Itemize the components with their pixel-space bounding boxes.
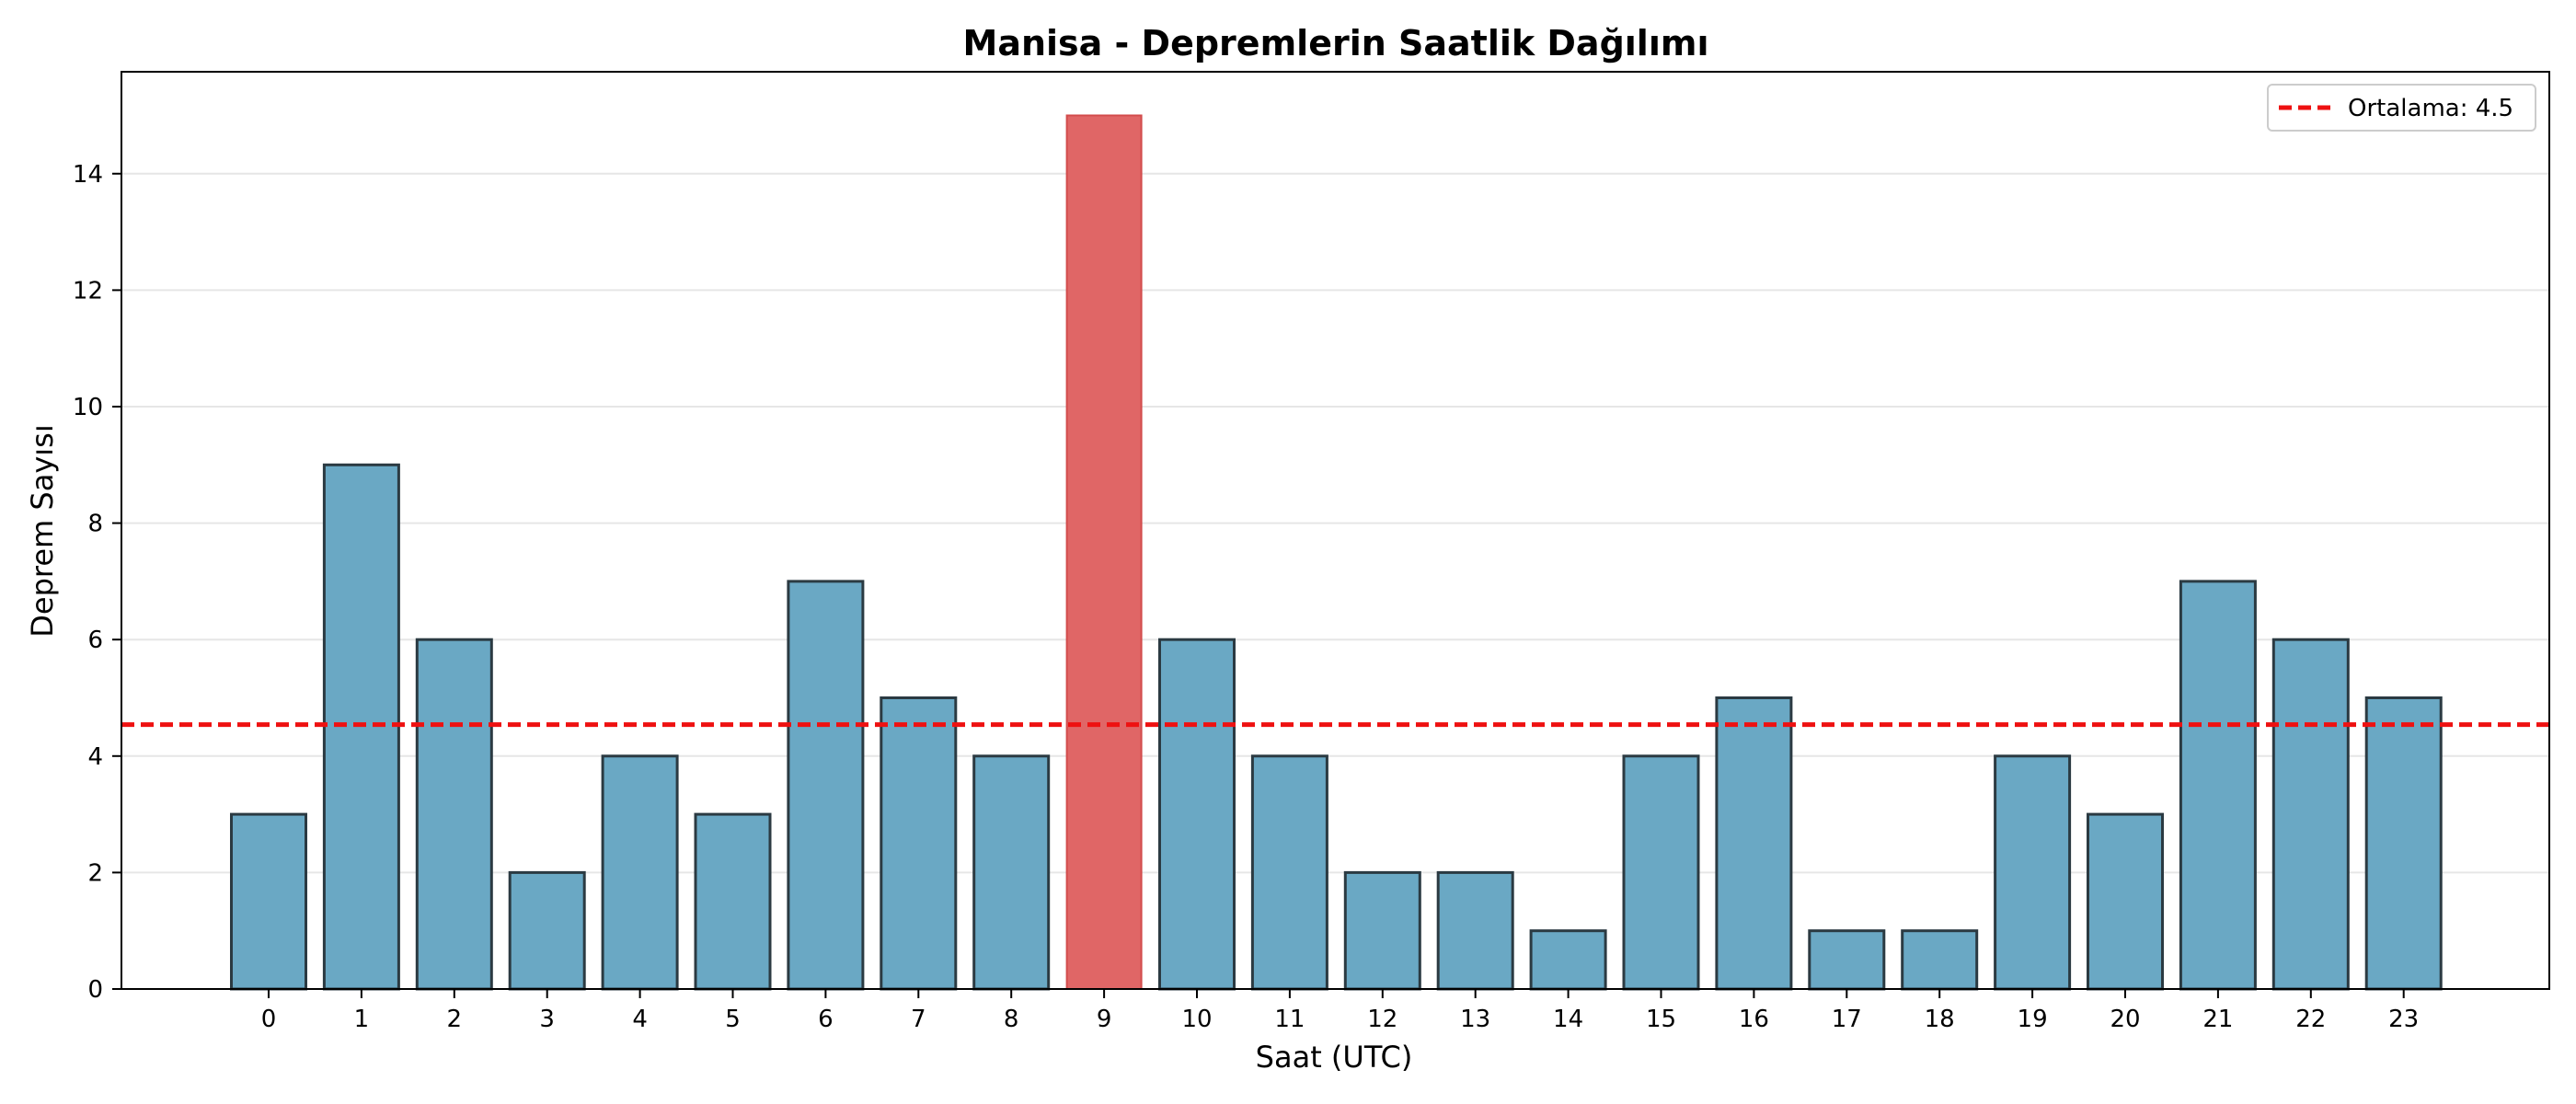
y-axis-ticks: 0 2 4 6 8 10 12 14 bbox=[73, 161, 121, 1004]
bar-13 bbox=[1436, 870, 1514, 991]
bar-23 bbox=[2364, 696, 2443, 991]
x-tick-label: 11 bbox=[1274, 1006, 1305, 1033]
plot-frame bbox=[121, 71, 2550, 990]
y-tick-label: 6 bbox=[87, 627, 103, 654]
bar-4 bbox=[601, 754, 679, 991]
x-tick-label: 5 bbox=[725, 1006, 741, 1033]
chart-title: Manisa - Depremlerin Saatlik Dağılımı bbox=[963, 23, 1709, 63]
x-tick-label: 2 bbox=[447, 1006, 463, 1033]
legend-mean-label: Ortalama: 4.5 bbox=[2348, 95, 2513, 122]
bar-8 bbox=[972, 754, 1051, 991]
bar-10 bbox=[1158, 638, 1236, 991]
x-tick-label: 21 bbox=[2202, 1006, 2233, 1033]
bar-14 bbox=[1529, 929, 1607, 991]
x-tick-label: 20 bbox=[2110, 1006, 2140, 1033]
x-axis-label: Saat (UTC) bbox=[1256, 1040, 1413, 1075]
bar-17 bbox=[1808, 929, 1886, 991]
bar-19 bbox=[1994, 754, 2072, 991]
y-tick-label: 10 bbox=[73, 394, 103, 421]
y-tick-label: 8 bbox=[87, 511, 103, 538]
y-tick-label: 14 bbox=[73, 161, 103, 189]
bar-16 bbox=[1715, 696, 1793, 991]
bar-2 bbox=[415, 638, 493, 991]
x-tick-label: 19 bbox=[2018, 1006, 2048, 1033]
x-tick-label: 3 bbox=[539, 1006, 555, 1033]
x-tick-label: 12 bbox=[1367, 1006, 1397, 1033]
y-axis-label: Deprem Sayısı bbox=[25, 424, 60, 637]
bar-15 bbox=[1622, 754, 1700, 991]
bar-21 bbox=[2179, 580, 2257, 991]
x-tick-label: 22 bbox=[2295, 1006, 2326, 1033]
x-tick-label: 13 bbox=[1460, 1006, 1490, 1033]
y-tick-label: 2 bbox=[87, 859, 103, 887]
x-axis-ticks: 0 1 2 3 4 5 6 7 8 9 10 11 12 13 14 15 16 17 18 19 20 21 22 23 bbox=[261, 989, 2419, 1033]
x-tick-label: 9 bbox=[1097, 1006, 1112, 1033]
bar-6 bbox=[787, 580, 865, 991]
x-tick-label: 16 bbox=[1739, 1006, 1769, 1033]
bar-9 bbox=[1065, 114, 1143, 990]
x-tick-label: 0 bbox=[261, 1006, 277, 1033]
y-tick-label: 12 bbox=[73, 277, 103, 305]
bar-22 bbox=[2271, 638, 2350, 991]
x-tick-label: 18 bbox=[1925, 1006, 1955, 1033]
x-tick-label: 1 bbox=[354, 1006, 370, 1033]
bar-3 bbox=[508, 870, 586, 991]
x-tick-label: 17 bbox=[1832, 1006, 1862, 1033]
bar-18 bbox=[1901, 929, 1979, 991]
x-tick-label: 8 bbox=[1004, 1006, 1019, 1033]
bar-5 bbox=[694, 812, 772, 991]
legend-box bbox=[2267, 84, 2536, 132]
y-tick-label: 4 bbox=[87, 743, 103, 771]
x-tick-label: 6 bbox=[818, 1006, 834, 1033]
x-tick-label: 14 bbox=[1553, 1006, 1583, 1033]
x-tick-label: 15 bbox=[1646, 1006, 1676, 1033]
bars bbox=[230, 114, 2443, 991]
bar-12 bbox=[1343, 870, 1421, 991]
x-tick-label: 23 bbox=[2388, 1006, 2419, 1033]
x-tick-label: 4 bbox=[632, 1006, 648, 1033]
bar-20 bbox=[2087, 812, 2164, 991]
x-tick-label: 10 bbox=[1181, 1006, 1212, 1033]
bar-11 bbox=[1250, 754, 1328, 991]
legend: Ortalama: 4.5 bbox=[2267, 84, 2536, 132]
x-tick-label: 7 bbox=[911, 1006, 926, 1033]
y-tick-label: 0 bbox=[87, 976, 103, 1004]
bar-0 bbox=[230, 812, 307, 991]
bar-1 bbox=[322, 463, 400, 991]
bar-7 bbox=[880, 696, 958, 991]
